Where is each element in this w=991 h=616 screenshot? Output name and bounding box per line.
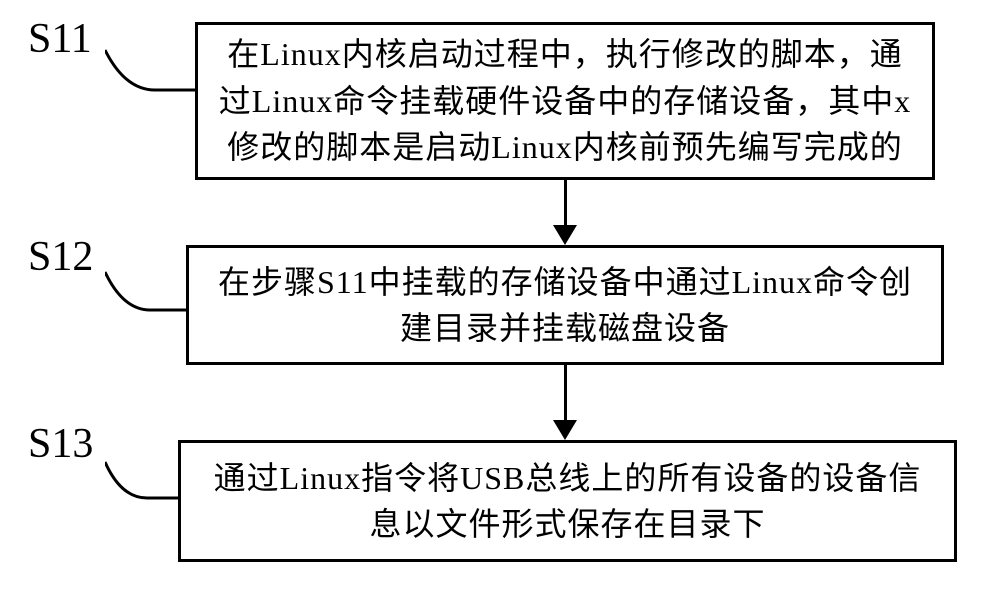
step-label-s12: S12 bbox=[28, 233, 93, 281]
flowchart-container: S11 在Linux内核启动过程中，执行修改的脚本，通过Linux命令挂载硬件设… bbox=[0, 0, 991, 616]
step-label-s11: S11 bbox=[28, 15, 92, 63]
step-box-s11: 在Linux内核启动过程中，执行修改的脚本，通过Linux命令挂载硬件设备中的存… bbox=[195, 22, 935, 180]
step-box-s12: 在步骤S11中挂载的存储设备中通过Linux命令创建目录并挂载磁盘设备 bbox=[186, 245, 944, 365]
step-label-s13: S13 bbox=[28, 420, 93, 468]
connector-curve-s11 bbox=[105, 40, 195, 95]
arrow-head-2 bbox=[553, 420, 577, 440]
arrow-line-2 bbox=[564, 365, 567, 422]
step-text-s12: 在步骤S11中挂载的存储设备中通过Linux命令创建目录并挂载磁盘设备 bbox=[209, 259, 921, 352]
connector-curve-s13 bbox=[105, 452, 180, 507]
step-box-s13: 通过Linux指令将USB总线上的所有设备的设备信息以文件形式保存在目录下 bbox=[178, 440, 957, 562]
arrow-line-1 bbox=[564, 180, 567, 227]
arrow-head-1 bbox=[553, 225, 577, 245]
connector-curve-s12 bbox=[105, 262, 187, 317]
step-text-s13: 通过Linux指令将USB总线上的所有设备的设备信息以文件形式保存在目录下 bbox=[201, 455, 934, 548]
step-text-s11: 在Linux内核启动过程中，执行修改的脚本，通过Linux命令挂载硬件设备中的存… bbox=[218, 31, 912, 170]
